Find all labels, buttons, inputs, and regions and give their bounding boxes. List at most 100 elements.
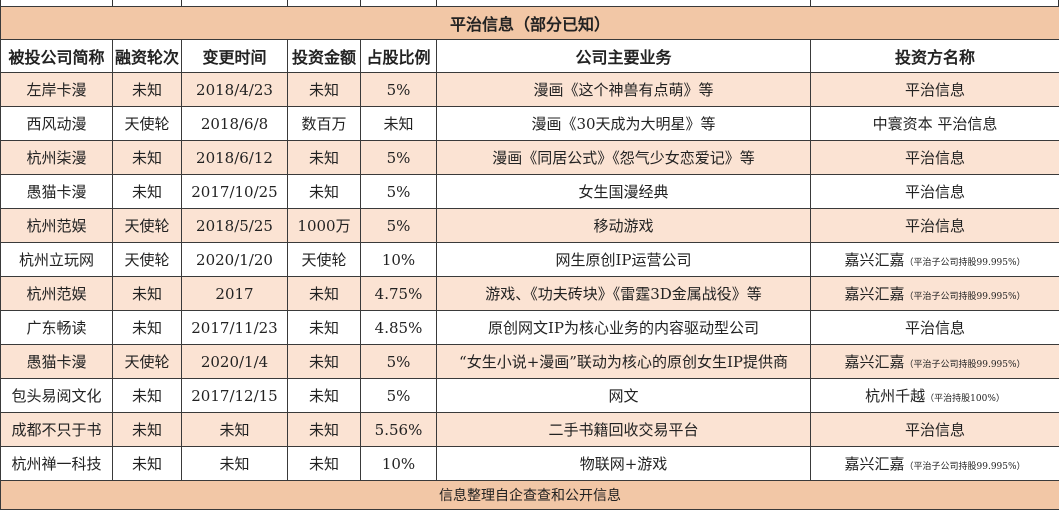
investor-note: （平治子公司持股99.995%）	[904, 292, 1026, 302]
table-row: 杭州范娱 未知 2017 未知 4.75% 游戏、《功夫砖块》《雷霆3D金属战役》等 嘉兴汇…	[0, 276, 1059, 311]
header-amount: 投资金额	[287, 39, 361, 73]
cell-business: 原创网文IP为核心业务的内容驱动型公司	[436, 310, 811, 345]
investor-name: 中寰资本 平治信息	[872, 115, 998, 133]
cell-round: 天使轮	[112, 242, 182, 277]
cell-stake: 5%	[360, 174, 437, 209]
cell-date: 2018/4/23	[181, 72, 288, 107]
cell-investor: 平治信息	[809, 208, 1059, 243]
cell-business: 网文	[436, 378, 811, 413]
cell-company: 杭州禅一科技	[0, 446, 113, 481]
cell-investor: 嘉兴汇嘉（平治子公司持股99.995%）	[809, 446, 1059, 481]
investor-note: （平治子公司持股99.995%）	[904, 258, 1026, 268]
investor-name: 嘉兴汇嘉	[844, 251, 905, 269]
table-row: 成都不只于书 未知 未知 未知 5.56% 二手书籍回收交易平台 平治信息	[0, 412, 1059, 447]
table-row: 西风动漫 天使轮 2018/6/8 数百万 未知 漫画《30天成为大明星》等 中寰资本 平治…	[0, 106, 1059, 141]
investor-note: （平治子公司持股99.995%）	[904, 462, 1026, 472]
cell-round: 未知	[112, 174, 182, 209]
investor-note: （平治子公司持股99.995%）	[904, 360, 1026, 370]
cell-business: 游戏、《功夫砖块》《雷霆3D金属战役》等	[436, 276, 811, 311]
table-row: 广东畅读 未知 2017/11/23 未知 4.85% 原创网文IP为核心业务的内容驱动型…	[0, 310, 1059, 345]
cell-date: 2020/1/4	[181, 344, 288, 379]
cell-company: 广东畅读	[0, 310, 113, 345]
cell-business: 女生国漫经典	[436, 174, 811, 209]
investor-name: 平治信息	[905, 81, 966, 99]
cell-round: 未知	[112, 276, 182, 311]
investor-name: 平治信息	[905, 319, 966, 337]
cell-company: 成都不只于书	[0, 412, 113, 447]
cell-business: 物联网+游戏	[436, 446, 811, 481]
cell-company: 杭州范娱	[0, 276, 113, 311]
cell-investor: 杭州千越（平治持股100%）	[809, 378, 1059, 413]
investor-name: 平治信息	[905, 217, 966, 235]
header-round: 融资轮次	[112, 39, 182, 73]
cell-investor: 平治信息	[809, 310, 1059, 345]
cell-round: 未知	[112, 378, 182, 413]
cell-investor: 平治信息	[809, 174, 1059, 209]
cell-amount: 未知	[287, 446, 361, 481]
cell-company: 西风动漫	[0, 106, 113, 141]
cell-business: “女生小说+漫画”联动为核心的原创女生IP提供商	[436, 344, 811, 379]
investor-name: 嘉兴汇嘉	[844, 353, 905, 371]
table-header-row: 被投公司简称 融资轮次 变更时间 投资金额 占股比例 公司主要业务 投资方名称	[0, 39, 1059, 73]
cell-stake: 4.75%	[360, 276, 437, 311]
cell-investor: 中寰资本 平治信息	[809, 106, 1059, 141]
cell-round: 天使轮	[112, 106, 182, 141]
cell-company: 包头易阅文化	[0, 378, 113, 413]
investment-table: 平治信息（部分已知） 被投公司简称 融资轮次 变更时间 投资金额 占股比例 公司…	[0, 6, 1059, 510]
table-footer-row: 信息整理自企查查和公开信息	[0, 480, 1059, 510]
cell-stake: 5%	[360, 208, 437, 243]
cell-stake: 5%	[360, 378, 437, 413]
cell-round: 未知	[112, 72, 182, 107]
investor-name: 杭州千越	[865, 387, 926, 405]
cell-company: 愚猫卡漫	[0, 344, 113, 379]
table-title: 平治信息（部分已知）	[0, 6, 1059, 40]
cell-round: 天使轮	[112, 208, 182, 243]
investor-name: 平治信息	[905, 421, 966, 439]
table-source-note: 信息整理自企查查和公开信息	[0, 480, 1059, 510]
table-row: 杭州范娱 天使轮 2018/5/25 1000万 5% 移动游戏 平治信息	[0, 208, 1059, 243]
cell-date: 2018/5/25	[181, 208, 288, 243]
cell-amount: 未知	[287, 174, 361, 209]
table-title-row: 平治信息（部分已知）	[0, 6, 1059, 40]
table-row: 包头易阅文化 未知 2017/12/15 未知 5% 网文 杭州千越（平治持股100%）	[0, 378, 1059, 413]
cell-date: 2017/11/23	[181, 310, 288, 345]
cell-amount: 未知	[287, 378, 361, 413]
cell-round: 天使轮	[112, 344, 182, 379]
cell-amount: 未知	[287, 140, 361, 175]
cell-business: 漫画《这个神兽有点萌》等	[436, 72, 811, 107]
table-row: 杭州禅一科技 未知 未知 未知 10% 物联网+游戏 嘉兴汇嘉（平治子公司持股99.995%…	[0, 446, 1059, 481]
table-row: 杭州立玩网 天使轮 2020/1/20 天使轮 10% 网生原创IP运营公司 嘉兴汇嘉（平治…	[0, 242, 1059, 277]
investor-name: 嘉兴汇嘉	[844, 285, 905, 303]
table-row: 愚猫卡漫 天使轮 2020/1/4 未知 5% “女生小说+漫画”联动为核心的原创女生IP…	[0, 344, 1059, 379]
cell-investor: 平治信息	[809, 140, 1059, 175]
cell-investor: 平治信息	[809, 72, 1059, 107]
table-row: 左岸卡漫 未知 2018/4/23 未知 5% 漫画《这个神兽有点萌》等 平治信息	[0, 72, 1059, 107]
header-business: 公司主要业务	[436, 39, 811, 73]
cell-business: 移动游戏	[436, 208, 811, 243]
cell-stake: 未知	[360, 106, 437, 141]
cell-company: 杭州范娱	[0, 208, 113, 243]
cell-stake: 10%	[360, 446, 437, 481]
header-stake: 占股比例	[360, 39, 437, 73]
cell-business: 网生原创IP运营公司	[436, 242, 811, 277]
cell-stake: 5%	[360, 344, 437, 379]
cell-stake: 5%	[360, 140, 437, 175]
cell-company: 左岸卡漫	[0, 72, 113, 107]
investor-name: 平治信息	[905, 149, 966, 167]
table-row: 愚猫卡漫 未知 2017/10/25 未知 5% 女生国漫经典 平治信息	[0, 174, 1059, 209]
header-investor: 投资方名称	[809, 39, 1059, 73]
cell-stake: 5.56%	[360, 412, 437, 447]
cell-date: 2018/6/12	[181, 140, 288, 175]
cell-date: 2017/12/15	[181, 378, 288, 413]
cell-amount: 天使轮	[287, 242, 361, 277]
cell-round: 未知	[112, 310, 182, 345]
investor-name: 平治信息	[905, 183, 966, 201]
cell-date: 2017/10/25	[181, 174, 288, 209]
investor-note: （平治持股100%）	[925, 394, 1005, 404]
cell-stake: 4.85%	[360, 310, 437, 345]
header-date: 变更时间	[181, 39, 288, 73]
cell-date: 2018/6/8	[181, 106, 288, 141]
investor-name: 嘉兴汇嘉	[844, 455, 905, 473]
cell-amount: 未知	[287, 72, 361, 107]
cell-company: 杭州柒漫	[0, 140, 113, 175]
